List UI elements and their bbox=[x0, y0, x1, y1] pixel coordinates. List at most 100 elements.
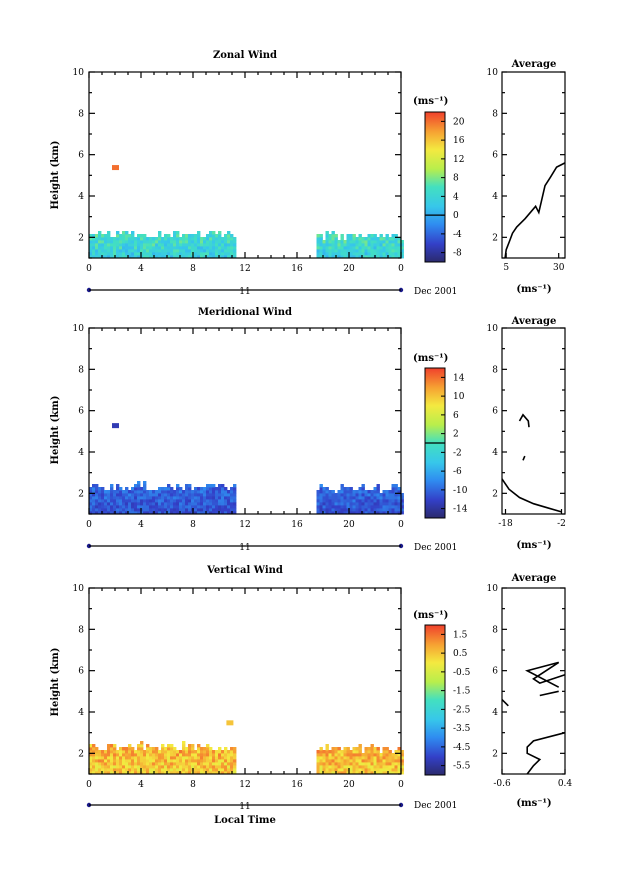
heatmap-cell bbox=[173, 753, 177, 757]
heatmap-cell bbox=[355, 759, 359, 763]
heatmap-cell bbox=[209, 487, 213, 491]
heatmap-cell bbox=[140, 508, 144, 512]
heatmap-cell bbox=[379, 508, 383, 512]
heatmap-cell bbox=[98, 508, 102, 512]
heatmap-cell bbox=[331, 496, 335, 500]
heatmap-cell bbox=[146, 505, 150, 509]
heatmap-cell bbox=[233, 240, 237, 244]
heatmap-cell bbox=[206, 237, 210, 241]
heatmap-cell bbox=[182, 493, 186, 497]
heatmap-cell bbox=[212, 508, 216, 512]
heatmap-cell bbox=[155, 511, 159, 515]
heatmap-cell bbox=[367, 255, 371, 259]
heatmap-cell bbox=[340, 246, 344, 250]
heatmap-cell bbox=[134, 753, 138, 757]
heatmap-cell bbox=[376, 484, 380, 488]
heatmap-cell bbox=[224, 759, 228, 763]
heatmap-cell bbox=[316, 771, 320, 775]
heatmap-cell bbox=[164, 252, 168, 256]
heatmap-cell bbox=[388, 508, 392, 512]
heatmap-cell bbox=[316, 750, 320, 754]
heatmap-cell bbox=[319, 508, 323, 512]
heatmap-cell bbox=[325, 750, 329, 754]
heatmap-cell bbox=[325, 762, 329, 766]
heatmap-cell bbox=[98, 249, 102, 253]
heatmap-cell bbox=[95, 246, 99, 250]
heatmap-cell bbox=[224, 237, 228, 241]
heatmap-cell bbox=[197, 255, 201, 259]
heatmap-cell bbox=[116, 502, 120, 506]
heatmap-cell bbox=[197, 768, 201, 772]
heatmap-cell bbox=[200, 759, 204, 763]
heatmap-cell bbox=[188, 249, 192, 253]
heatmap-cell bbox=[134, 487, 138, 491]
heatmap-cell bbox=[206, 493, 210, 497]
heatmap-cell bbox=[89, 511, 93, 515]
heatmap-cell bbox=[95, 240, 99, 244]
heatmap-cell bbox=[194, 490, 198, 494]
heatmap-cell bbox=[146, 249, 150, 253]
heatmap-cell bbox=[227, 765, 231, 769]
heatmap-cell bbox=[218, 508, 222, 512]
heatmap-cell bbox=[173, 502, 177, 506]
heatmap-cell bbox=[367, 246, 371, 250]
heatmap-cell bbox=[367, 493, 371, 497]
heatmap-cell bbox=[388, 502, 392, 506]
heatmap-cell bbox=[367, 762, 371, 766]
heatmap-cell bbox=[367, 240, 371, 244]
heatmap-cell bbox=[164, 237, 168, 241]
heatmap-cell bbox=[367, 234, 371, 238]
heatmap-cell bbox=[107, 765, 111, 769]
heatmap-cell bbox=[158, 255, 162, 259]
heatmap-cell bbox=[179, 499, 183, 503]
heatmap-cell bbox=[167, 243, 171, 247]
heatmap-cell bbox=[343, 493, 347, 497]
heatmap-cell bbox=[358, 508, 362, 512]
heatmap-cell bbox=[137, 481, 141, 485]
heatmap-cell bbox=[161, 759, 165, 763]
heatmap-cell bbox=[203, 493, 207, 497]
heatmap-cell bbox=[122, 762, 126, 766]
profile-x-ticks: 5 30 bbox=[503, 253, 565, 273]
heatmap-cell bbox=[319, 246, 323, 250]
heatmap-cell bbox=[373, 234, 377, 238]
heatmap-cell bbox=[185, 759, 189, 763]
heatmap-cell bbox=[149, 246, 153, 250]
heatmap-cell bbox=[188, 747, 192, 751]
heatmap-cell bbox=[92, 511, 96, 515]
heatmap-cell bbox=[400, 765, 404, 769]
heatmap-cell bbox=[373, 505, 377, 509]
heatmap-cell bbox=[107, 750, 111, 754]
heatmap-cell bbox=[227, 252, 231, 256]
heatmap-cell bbox=[376, 243, 380, 247]
heatmap-cell bbox=[107, 231, 111, 235]
heatmap-cell bbox=[149, 750, 153, 754]
heatmap-cell bbox=[149, 249, 153, 253]
heatmap-cell bbox=[325, 744, 329, 748]
heatmap-cell bbox=[194, 771, 198, 775]
heatmap-cell bbox=[206, 496, 210, 500]
heatmap-cell bbox=[128, 753, 132, 757]
heatmap-cell bbox=[209, 484, 213, 488]
heatmap-cell bbox=[319, 762, 323, 766]
heatmap-cell bbox=[385, 762, 389, 766]
heatmap-cell bbox=[149, 252, 153, 256]
heatmap-cell bbox=[191, 249, 195, 253]
heatmap-cell bbox=[101, 246, 105, 250]
heatmap-cell bbox=[179, 756, 183, 760]
heatmap-cell bbox=[152, 753, 156, 757]
heatmap-cell bbox=[388, 505, 392, 509]
heatmap-cell bbox=[95, 496, 99, 500]
heatmap-cell bbox=[209, 243, 213, 247]
heatmap-cell bbox=[113, 768, 117, 772]
heatmap-cell bbox=[185, 753, 189, 757]
heatmap-cell bbox=[134, 508, 138, 512]
heatmap-cell bbox=[92, 240, 96, 244]
heatmap-cell bbox=[352, 756, 356, 760]
heatmap-cell bbox=[119, 246, 123, 250]
heatmap-cell bbox=[182, 249, 186, 253]
heatmap-cell bbox=[233, 493, 237, 497]
heatmap-cell bbox=[340, 759, 344, 763]
heatmap-cell bbox=[158, 237, 162, 241]
heatmap-cell bbox=[128, 249, 132, 253]
